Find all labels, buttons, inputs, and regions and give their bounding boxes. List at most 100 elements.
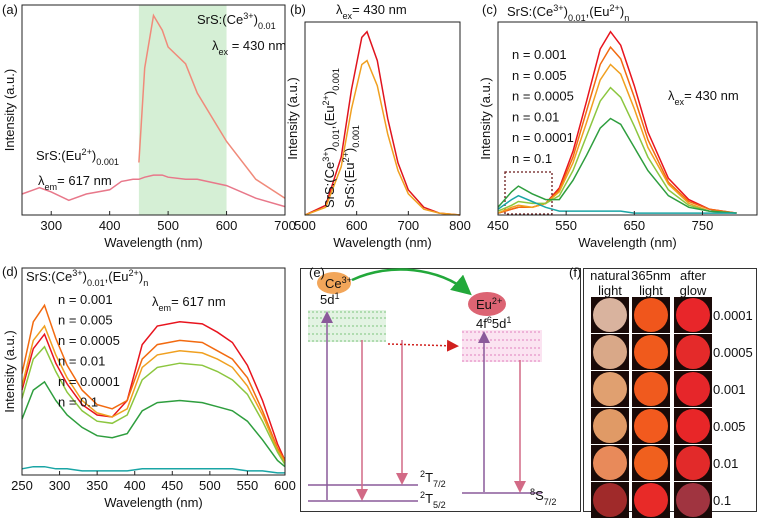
legend-label: n = 0.005 (58, 313, 113, 328)
text-part: 5d (320, 292, 334, 307)
text-part: ) (139, 269, 143, 284)
column-header: light (639, 283, 663, 298)
sample-photo (634, 372, 668, 406)
transfer-arrow (351, 268, 472, 296)
sample-photo (634, 298, 668, 332)
plot-frame (304, 21, 461, 216)
sample-photo (676, 446, 710, 480)
text-part: 3+ (342, 275, 352, 285)
column-header: glow (680, 283, 707, 298)
x-tick-label: 500 (294, 218, 316, 233)
text-part: 5d (492, 316, 506, 331)
plot-frame (21, 4, 286, 216)
row-label: 0.0001 (713, 308, 753, 323)
annotation: λex= 430 nm (336, 2, 407, 21)
x-tick-label: 250 (11, 478, 33, 493)
panel-label: (d) (2, 264, 18, 279)
series-line (21, 380, 286, 468)
text-part: 0.01 (258, 21, 276, 31)
text-part: 2+ (610, 3, 620, 13)
legend-label: n = 0.001 (512, 47, 567, 62)
x-axis-label: Wavelength (nm) (104, 235, 203, 250)
x-tick-label: 750 (692, 218, 714, 233)
annotation: Eu2+ (476, 296, 502, 312)
text-part: 1 (506, 315, 511, 325)
x-tick-label: 300 (40, 218, 62, 233)
text-part: 1 (334, 291, 339, 301)
zoom-box (504, 171, 553, 215)
text-part: SrS:(Eu (36, 148, 82, 163)
text-part: 6 (487, 315, 492, 325)
x-tick-label: 700 (397, 218, 419, 233)
text-part: Eu (476, 297, 492, 312)
text-part: = 430 nm (352, 2, 407, 17)
annotation: λex = 430 nm (212, 38, 286, 57)
row-label: 0.01 (713, 456, 738, 471)
plot-frame (21, 267, 286, 476)
text-part: ex (675, 97, 685, 107)
sample-photo (593, 372, 627, 406)
sample-photo (593, 409, 627, 443)
row-label: 0.001 (713, 382, 746, 397)
annotation: 2T5/2 (420, 490, 446, 510)
text-part: ex (219, 47, 229, 57)
text-part: SrS:(Ce (322, 162, 337, 208)
text-part: 3+ (321, 151, 331, 161)
series-line (21, 345, 286, 465)
text-part: ,(Eu (105, 269, 129, 284)
series-line (497, 86, 737, 214)
text-part: 2+ (82, 147, 92, 157)
y-axis-label: Intensity (a.u.) (285, 77, 300, 159)
text-part: 2+ (341, 152, 351, 162)
text-part: 0.01 (331, 129, 341, 147)
text-part: ) (92, 148, 96, 163)
annotation: SrS:(Eu2+)0.001 (36, 147, 119, 167)
legend-label: n = 0.01 (512, 109, 559, 124)
x-tick-label: 650 (623, 218, 645, 233)
text-part: 3+ (243, 11, 253, 21)
series-line (138, 13, 286, 199)
x-tick-label: 550 (555, 218, 577, 233)
row-label: 0.1 (713, 493, 731, 508)
eu-ion (468, 292, 506, 316)
series-line (21, 303, 286, 461)
x-tick-label: 450 (487, 218, 509, 233)
sample-photo (593, 335, 627, 369)
series-line (304, 30, 461, 216)
legend-label: n = 0.1 (512, 151, 552, 166)
x-axis-label: Wavelength (nm) (578, 235, 677, 250)
annotation: 5d1 (320, 291, 340, 307)
series-line (21, 321, 286, 461)
sample-photo (676, 298, 710, 332)
column-header: after (680, 268, 707, 283)
sample-photo (634, 446, 668, 480)
legend-label: n = 0.0005 (512, 89, 574, 104)
column-header: light (598, 283, 622, 298)
annotation: SrS:(Eu2+)0.001 (341, 125, 361, 208)
sample-photo (676, 483, 710, 517)
eu-band (462, 330, 542, 362)
annotation: Ce3+ (325, 275, 352, 291)
text-part: 0.001 (96, 157, 119, 167)
y-axis-label: Intensity (a.u.) (2, 330, 17, 412)
text-part: 5/2 (433, 500, 446, 510)
sample-photo (593, 483, 627, 517)
text-part: T (425, 470, 433, 485)
column-header: natural (590, 268, 630, 283)
annotation: SrS:(Ce3+)0.01,(Eu2+)n (26, 268, 148, 288)
text-part: λ (668, 88, 675, 103)
text-part: 0.001 (331, 68, 341, 91)
sample-photo (634, 335, 668, 369)
text-part: ) (620, 4, 624, 19)
x-tick-label: 550 (237, 478, 259, 493)
x-tick-label: 700 (274, 218, 296, 233)
text-part: 2+ (492, 296, 502, 306)
annotation: 8S7/2 (530, 487, 556, 507)
annotation: λex= 430 nm (668, 88, 739, 107)
x-tick-label: 600 (274, 478, 296, 493)
legend-label: n = 0.001 (58, 292, 113, 307)
text-part: 4f (476, 316, 487, 331)
sample-photo (676, 409, 710, 443)
text-part: λ (152, 294, 159, 309)
text-part: SrS:(Ce (26, 269, 72, 284)
